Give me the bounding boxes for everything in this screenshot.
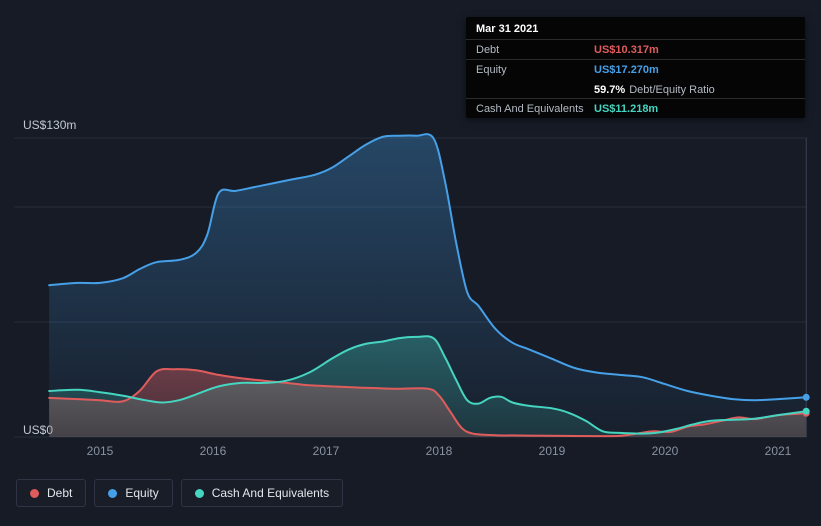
- legend-cash-label: Cash And Equivalents: [211, 486, 330, 500]
- equity-area: [49, 134, 807, 437]
- tooltip-equity-value: US$17.270m: [594, 63, 659, 76]
- legend-item-equity[interactable]: Equity: [94, 479, 173, 507]
- tooltip-ratio-row: 59.7% Debt/Equity Ratio: [466, 79, 805, 98]
- tooltip-debt-value: US$10.317m: [594, 43, 659, 56]
- tooltip-equity-row: Equity US$17.270m: [466, 59, 805, 79]
- x-tick-label: 2020: [652, 444, 679, 458]
- x-tick-label: 2019: [539, 444, 566, 458]
- y-axis-zero-label: US$0: [23, 423, 54, 437]
- chart-tooltip: Mar 31 2021 Debt US$10.317m Equity US$17…: [466, 17, 805, 118]
- x-tick-label: 2017: [313, 444, 340, 458]
- x-tick-label: 2021: [765, 444, 792, 458]
- legend-debt-label: Debt: [47, 486, 73, 500]
- debt-dot-icon: [30, 488, 39, 498]
- tooltip-cash-row: Cash And Equivalents US$11.218m: [466, 98, 805, 118]
- x-tick-label: 2015: [87, 444, 114, 458]
- cash-dot-icon: [194, 488, 204, 498]
- tooltip-cash-label: Cash And Equivalents: [476, 102, 584, 115]
- legend-equity-label: Equity: [125, 486, 159, 500]
- y-axis-max-label: US$130m: [23, 118, 77, 132]
- tooltip-equity-label: Equity: [476, 63, 507, 76]
- tooltip-cash-value: US$11.218m: [594, 102, 659, 115]
- tooltip-ratio-label: Debt/Equity Ratio: [629, 83, 715, 96]
- legend-item-cash[interactable]: Cash And Equivalents: [180, 479, 344, 507]
- tooltip-ratio-value: 59.7%: [594, 83, 626, 96]
- cash-and-equivalents-line: [48, 335, 808, 435]
- chart-legend: Debt Equity Cash And Equivalents: [16, 479, 344, 507]
- history-chart[interactable]: 2015 2016 2017 2018 2019 2020 2021: [14, 133, 810, 478]
- cash-and-equivalents-area: [49, 336, 807, 437]
- x-tick-label: 2018: [426, 444, 453, 458]
- legend-item-debt[interactable]: Debt: [16, 479, 87, 507]
- equity-end-dot: [802, 393, 810, 401]
- tooltip-debt-label: Debt: [476, 43, 500, 56]
- tooltip-date: Mar 31 2021: [476, 23, 539, 35]
- equity-dot-icon: [108, 488, 118, 498]
- cash-and-equivalents-end-dot: [802, 407, 810, 415]
- x-tick-label: 2016: [200, 444, 227, 458]
- equity-line: [48, 133, 808, 402]
- tooltip-debt-row: Debt US$10.317m: [466, 39, 805, 59]
